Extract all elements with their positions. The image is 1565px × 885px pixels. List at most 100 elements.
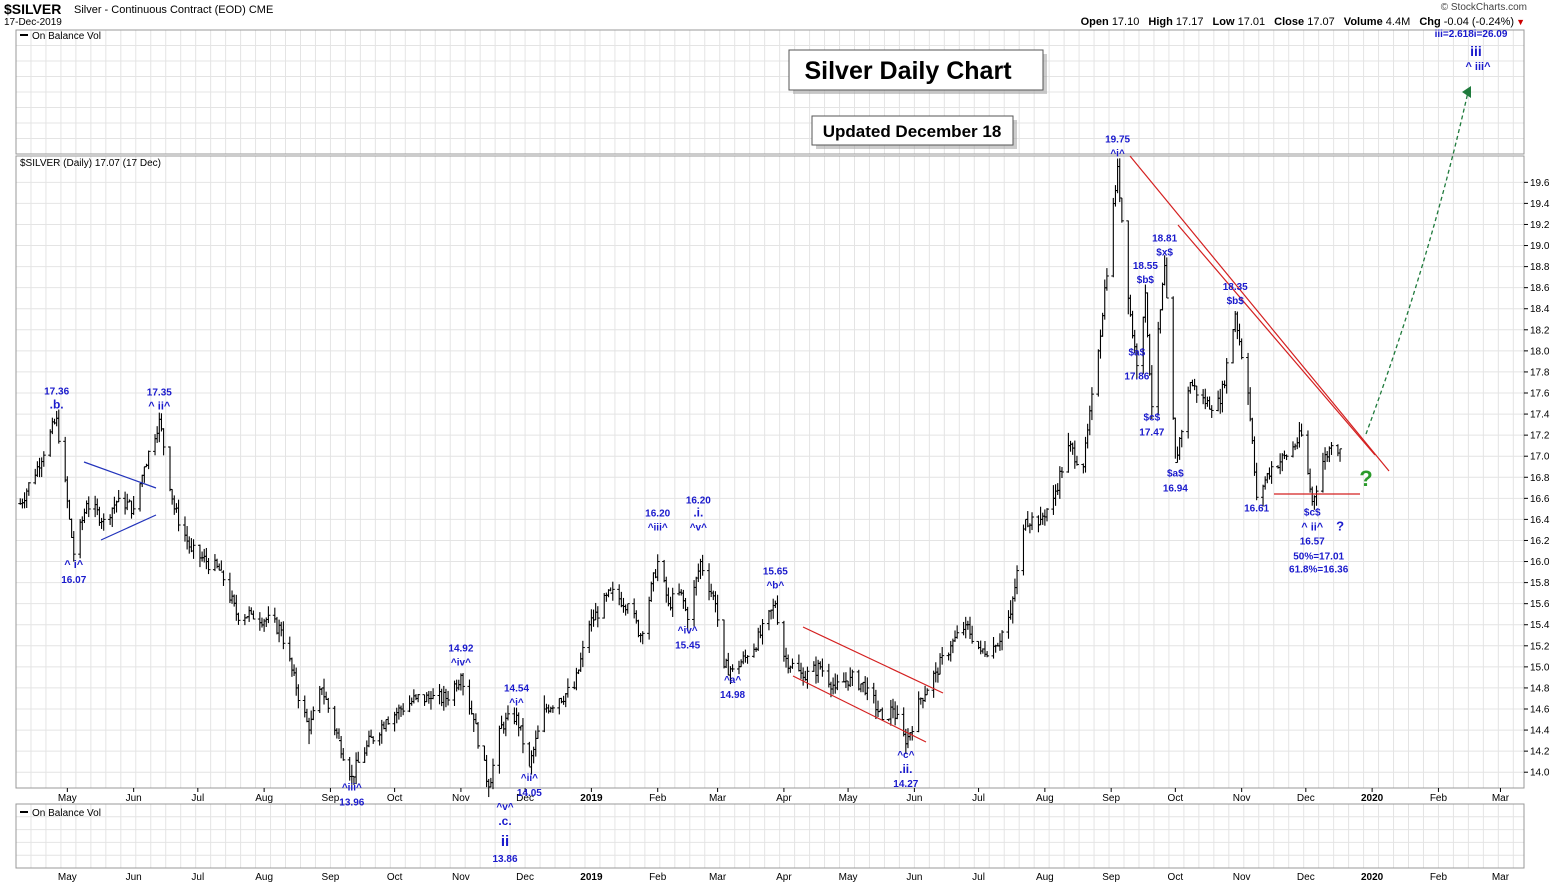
date-tick-label: Feb [649,793,667,804]
volume-label: Volume [1343,16,1383,28]
question-mark-green: ? [1359,466,1372,491]
price-tick-label: 18.6 [1530,283,1550,294]
date-tick-label: Jun [906,793,922,804]
chart-title: Silver Daily Chart [804,57,1012,85]
price-tick-label: 16.4 [1530,515,1550,526]
wave-label: 18.55 [1133,261,1158,272]
ohlc-bars [18,158,1343,798]
wave-label: ^ ii^ [1301,521,1324,533]
triangle-lower-line [100,514,157,541]
wave-label: 14.27 [893,779,918,790]
wave-labels: 17.36.b. ^ i^ 16.07 17.35 ^ ii^ ^iii^ 13.96 14.… [44,135,1349,809]
wave-label: $c$ [1143,413,1160,424]
bottom-price-label: 13.86 [492,854,517,865]
bottom-wave-ii-label: ii [501,833,509,850]
wave-label: ^iv^ [678,625,698,636]
price-tick-label: 17.0 [1530,452,1550,463]
date-tick-label-bottom: Mar [1492,872,1510,883]
date-tick-label-bottom: May [839,872,858,883]
price-tick-label: 15.2 [1530,641,1550,652]
price-tick-label: 14.2 [1530,747,1550,758]
wave-label: ^iii^ [648,522,668,533]
date-tick-label: Nov [1233,793,1251,804]
price-tick-label: 17.8 [1530,367,1550,378]
price-tick-label: 18.4 [1530,304,1550,315]
price-tick-label: 16.6 [1530,494,1550,505]
low-value: 17.01 [1237,16,1266,28]
date-tick-label: 2019 [580,793,603,804]
wave-label: $b$ [1227,296,1245,307]
wave-label: $c$ [1304,507,1321,518]
chart-instrument-name: Silver - Continuous Contract (EOD) CME [74,4,274,16]
top-indicator-panel [15,29,1525,155]
date-tick-label-bottom: Sep [322,872,340,883]
date-tick-label: 2020 [1361,793,1384,804]
price-tick-label: 15.6 [1530,599,1550,610]
wave-label: 17.47 [1139,428,1164,439]
wave-label: 14.05 [517,788,542,799]
date-tick-label: May [58,793,77,804]
date-tick-label: Jun [126,793,142,804]
price-tick-label: 15.4 [1530,620,1550,631]
date-tick-label-bottom: Jul [191,872,204,883]
price-tick-label: 19.4 [1530,199,1550,210]
projection-subwave-label: ^ iii^ [1465,61,1491,73]
date-tick-label: Sep [322,793,340,804]
date-tick-label: Oct [1168,793,1184,804]
projection-target-label: iii=2.618i=26.09 [1435,29,1508,40]
wave-label: ^a^ [724,675,741,686]
date-tick-label: Feb [1430,793,1448,804]
wave-label: 18.81 [1152,234,1177,245]
wave-label: 16.07 [61,575,86,586]
date-tick-label-bottom: Feb [649,872,667,883]
wave-label: ^ i^ [64,559,84,571]
price-tick-label: 14.8 [1530,683,1550,694]
date-tick-label-bottom: 2019 [580,872,603,883]
date-tick-label-bottom: Aug [1036,872,1054,883]
price-tick-label: 16.2 [1530,536,1550,547]
close-label: Close [1274,16,1305,28]
wave-label: $b$ [1137,275,1155,286]
date-tick-label-bottom: Sep [1102,872,1120,883]
date-tick-label: Mar [1492,793,1510,804]
date-tick-label: Jul [191,793,204,804]
bottom-indicator-panel [15,803,1525,869]
date-tick-label-bottom: Jul [972,872,985,883]
wave-label: 16.20 [686,495,711,506]
bottom-indicator-label: On Balance Vol [32,808,101,819]
wave-label: $a$ [1167,469,1184,480]
price-tick-label: 14.0 [1530,768,1550,779]
close-value: 17.07 [1307,16,1335,28]
wave-label: 16.20 [645,508,670,519]
date-tick-label: Aug [255,793,273,804]
price-tick-label: 15.8 [1530,578,1550,589]
date-tick-label: Nov [452,793,470,804]
price-tick-label: 14.4 [1530,726,1550,737]
downtrend-line-1 [1129,155,1390,472]
title-box: Silver Daily Chart [788,49,1047,94]
wave-label: .i. [693,505,703,519]
wave-label: 61.8%=16.36 [1289,564,1349,575]
wave-label: ^i^ [1110,149,1125,160]
date-axis: May Jun Jul Aug Sep Oct Nov Dec 2019 Feb Mar Apr May… [58,788,1510,804]
wave-label: $x$ [1156,248,1173,259]
wave-label: ^i^ [509,697,524,708]
wave-label: ^v^ [690,522,707,533]
date-tick-label: Aug [1036,793,1054,804]
wave-label: 17.35 [147,387,172,398]
date-tick-label-bottom: May [58,872,77,883]
wave-label: .ii. [899,762,912,776]
wave-label: 17.86 [1124,372,1149,383]
chart-date: 17-Dec-2019 [4,17,62,28]
high-value: 17.17 [1175,16,1204,28]
price-tick-label: 18.0 [1530,346,1550,357]
triangle-upper-line [83,461,157,489]
wave-label: 17.36 [44,386,69,397]
date-tick-label-bottom: Nov [452,872,470,883]
date-tick-label-bottom: Mar [709,872,727,883]
volume-value: 4.4M [1385,16,1411,28]
low-label: Low [1212,16,1235,28]
price-tick-label: 18.2 [1530,325,1550,336]
open-label: Open [1080,16,1109,28]
